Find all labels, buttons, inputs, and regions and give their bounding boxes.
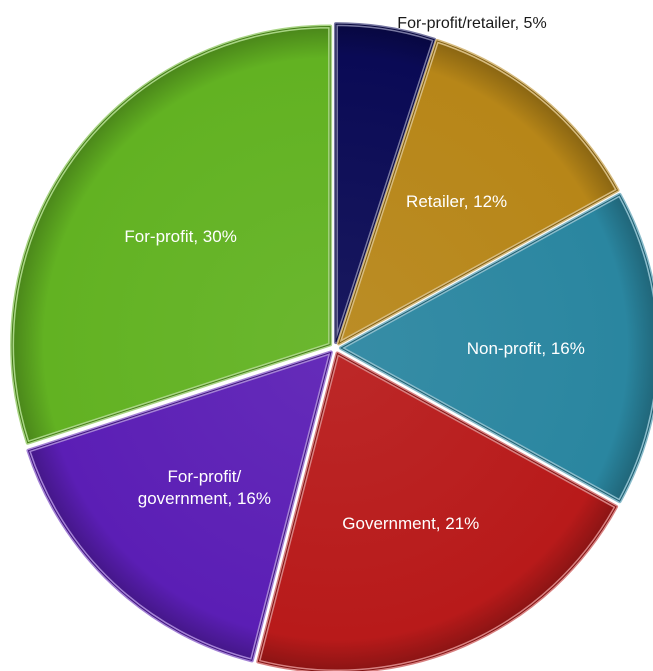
slice-label-for-profit-government: For-profit/government, 16% [138,467,271,508]
slice-label-for-profit-retailer: For-profit/retailer, 5% [397,15,546,32]
slice-label-non-profit: Non-profit, 16% [467,339,585,358]
pie-slice-edge-for-profit [11,25,331,444]
slice-label-for-profit: For-profit, 30% [124,227,236,246]
slices-layer [10,22,653,671]
pie-slice-edge-for-profit-government [27,351,332,661]
labels-layer: For-profit/retailer, 5% Retailer, 12% Non-… [124,15,584,533]
pie-slice-edge-for-profit-retailer [335,23,435,343]
slice-label-government: Government, 21% [342,514,479,533]
slice-label-retailer: Retailer, 12% [406,192,507,211]
pie-slice-edge-retailer [337,40,619,345]
pie-slice-edge-non-profit [339,194,653,502]
pie-slice-edge-government [257,352,617,671]
